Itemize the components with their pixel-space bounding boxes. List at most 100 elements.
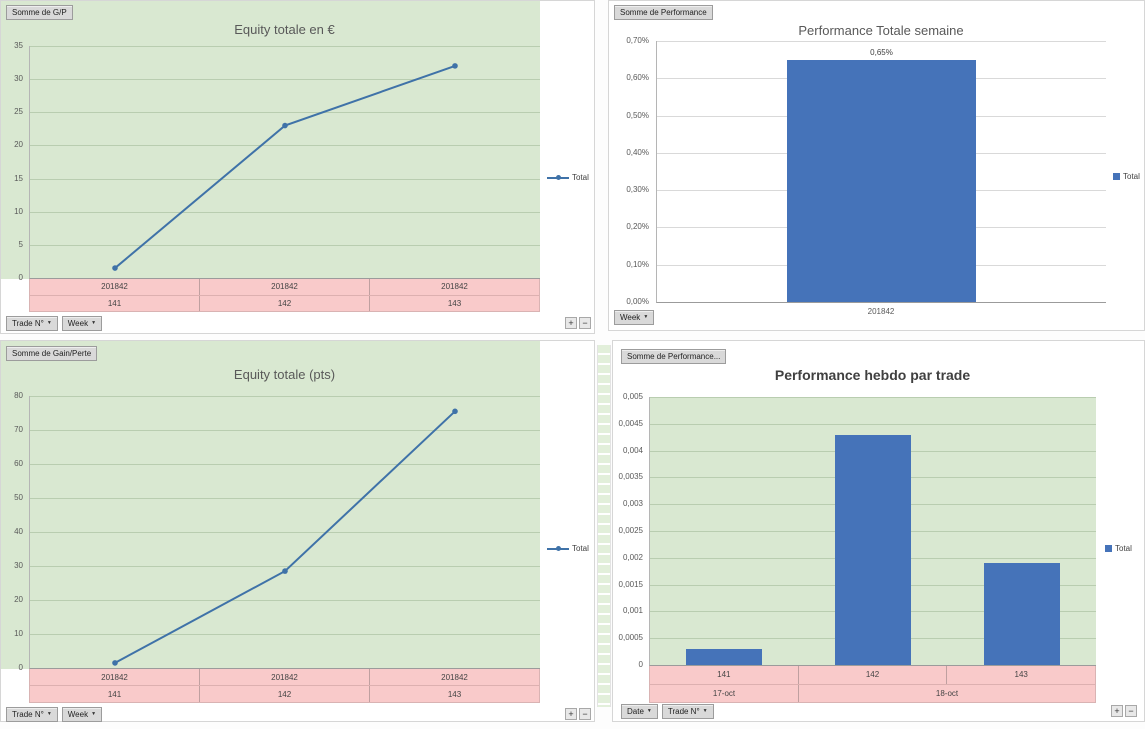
y-axis-tick-label: 0,005 bbox=[622, 392, 643, 401]
category-cell: 201842 bbox=[200, 669, 370, 685]
filter-button-label: Week bbox=[67, 710, 89, 719]
filter-dropdown-icon: ▼ bbox=[91, 711, 97, 717]
category-cell: 141 bbox=[30, 686, 200, 702]
category-cell: 201842 bbox=[441, 672, 468, 682]
y-axis-tick-label: 0,002 bbox=[622, 552, 643, 562]
category-cell: 201842 bbox=[30, 669, 200, 685]
filter-button-trade[interactable]: Trade N° ▼ bbox=[6, 707, 58, 722]
chart-title: Performance Totale semaine bbox=[798, 23, 964, 38]
filter-dropdown-icon: ▼ bbox=[46, 711, 52, 717]
category-axis-band: 201842 201842 201842 141 142 143 bbox=[29, 669, 540, 703]
y-axis-tick-label: 0,50% bbox=[626, 110, 649, 120]
filter-button-label: Week bbox=[67, 319, 89, 328]
pivot-value-field-button[interactable]: Somme de Performance... bbox=[621, 349, 727, 364]
pivot-value-field-button[interactable]: Somme de Performance bbox=[614, 5, 713, 20]
pivot-chart-equity-pts: Somme de Gain/Perte Equity totale (pts) … bbox=[0, 340, 595, 722]
pivot-value-field-button[interactable]: Somme de Gain/Perte bbox=[6, 346, 98, 361]
pivot-chart-performance-semaine: Somme de Performance Performance Totale … bbox=[608, 0, 1145, 331]
legend: Total bbox=[1113, 172, 1140, 181]
filter-dropdown-icon: ▼ bbox=[646, 708, 652, 714]
collapse-button[interactable]: − bbox=[579, 317, 591, 329]
y-axis-tick-label: 0,001 bbox=[622, 606, 643, 616]
legend: Total bbox=[547, 544, 589, 553]
chart-title: Equity totale en € bbox=[234, 22, 335, 37]
y-axis-tick-label: 0,0015 bbox=[618, 579, 643, 589]
category-cell: 17-oct bbox=[650, 684, 799, 702]
y-axis-tick-label: 0,0045 bbox=[618, 418, 643, 428]
expand-collapse-buttons: + − bbox=[1111, 705, 1137, 717]
bar-series-total bbox=[686, 648, 763, 665]
filter-dropdown-icon: ▼ bbox=[46, 320, 52, 326]
filter-button-week[interactable]: Week ▼ bbox=[614, 310, 655, 325]
y-axis-tick-label: 0,0035 bbox=[618, 472, 643, 482]
gridline bbox=[30, 46, 540, 47]
collapse-button[interactable]: − bbox=[579, 708, 591, 720]
y-axis-tick-label: 0,70% bbox=[626, 36, 649, 45]
y-axis-tick-label: 0,0005 bbox=[618, 633, 643, 643]
filter-button-date[interactable]: Date ▼ bbox=[621, 704, 658, 719]
y-axis: 0 10 20 30 40 50 60 70 80 bbox=[1, 392, 27, 672]
plot-area bbox=[649, 397, 1096, 666]
filter-button-label: Trade N° bbox=[12, 710, 44, 719]
legend-label: Total bbox=[1123, 172, 1140, 181]
bar-data-label: 0,65% bbox=[870, 47, 893, 57]
legend-label: Total bbox=[572, 173, 589, 182]
expand-button[interactable]: + bbox=[1111, 705, 1123, 717]
y-axis-tick-label: 0 bbox=[18, 663, 23, 672]
filter-button-label: Trade N° bbox=[12, 319, 44, 328]
y-axis-tick-label: 35 bbox=[14, 41, 23, 50]
filter-button-week[interactable]: Week ▼ bbox=[61, 707, 103, 722]
chart-title: Equity totale (pts) bbox=[233, 367, 336, 382]
axis-filter-buttons: Trade N° ▼ Week ▼ bbox=[6, 316, 103, 331]
y-axis-tick-label: 0,60% bbox=[626, 73, 649, 83]
gridline bbox=[30, 396, 540, 397]
category-cell: 18-oct bbox=[935, 688, 959, 698]
filter-button-week[interactable]: Week ▼ bbox=[61, 316, 103, 331]
category-cell: 143 bbox=[1014, 670, 1028, 680]
collapse-button[interactable]: − bbox=[1125, 705, 1137, 717]
y-axis-tick-label: 0,40% bbox=[626, 147, 649, 157]
y-axis-tick-label: 70 bbox=[14, 425, 23, 434]
gridline bbox=[650, 397, 1096, 398]
expand-button[interactable]: + bbox=[565, 317, 577, 329]
bar-series-total bbox=[787, 59, 976, 302]
gridline bbox=[30, 178, 540, 180]
gridline bbox=[30, 430, 540, 431]
x-axis-label: 201842 bbox=[867, 307, 895, 316]
y-axis-tick-label: 50 bbox=[14, 493, 23, 502]
y-axis-tick-label: 10 bbox=[14, 629, 23, 638]
expand-button[interactable]: + bbox=[565, 708, 577, 720]
plot-area: 0,65% bbox=[656, 41, 1106, 303]
y-axis-tick-label: 25 bbox=[14, 107, 23, 117]
filter-dropdown-icon: ▼ bbox=[91, 320, 97, 326]
pivot-value-field-button[interactable]: Somme de G/P bbox=[6, 5, 73, 20]
y-axis-tick-label: 60 bbox=[14, 459, 23, 468]
chart-area-background bbox=[1, 341, 540, 669]
plot-area bbox=[29, 396, 540, 669]
filter-button-trade[interactable]: Trade N° ▼ bbox=[6, 316, 58, 331]
y-axis-tick-label: 20 bbox=[14, 595, 23, 604]
axis-filter-buttons: Trade N° ▼ Week ▼ bbox=[6, 707, 103, 722]
worksheet-cells-sliver bbox=[597, 345, 611, 707]
category-axis-row: 17-oct 18-oct bbox=[650, 683, 1095, 702]
gridline bbox=[30, 464, 540, 465]
y-axis-tick-label: 0,10% bbox=[626, 259, 649, 269]
category-cell: 143 bbox=[447, 689, 462, 699]
y-axis-tick-label: 30 bbox=[14, 74, 23, 84]
gridline bbox=[30, 566, 540, 567]
pivot-chart-performance-hebdo: Somme de Performance... Performance hebd… bbox=[612, 340, 1145, 722]
legend: Total bbox=[547, 173, 589, 182]
y-axis-tick-label: 0,0025 bbox=[618, 526, 643, 535]
y-axis: 0,00% 0,10% 0,20% 0,30% 0,40% 0,50% 0,60% 0,70% bbox=[609, 37, 653, 306]
expand-collapse-buttons: + − bbox=[565, 708, 591, 720]
legend-square-marker-icon bbox=[1113, 173, 1120, 180]
category-cell: 143 bbox=[447, 298, 462, 308]
y-axis-tick-label: 0,20% bbox=[626, 222, 649, 232]
category-axis-row: 141 142 143 bbox=[30, 294, 539, 311]
y-axis: 0 5 10 15 20 25 30 35 bbox=[1, 42, 27, 282]
gridline bbox=[30, 498, 540, 499]
filter-dropdown-icon: ▼ bbox=[702, 708, 708, 714]
legend-square-marker-icon bbox=[1105, 545, 1112, 552]
filter-button-trade[interactable]: Trade N° ▼ bbox=[661, 704, 714, 719]
y-axis-tick-label: 30 bbox=[14, 561, 23, 570]
